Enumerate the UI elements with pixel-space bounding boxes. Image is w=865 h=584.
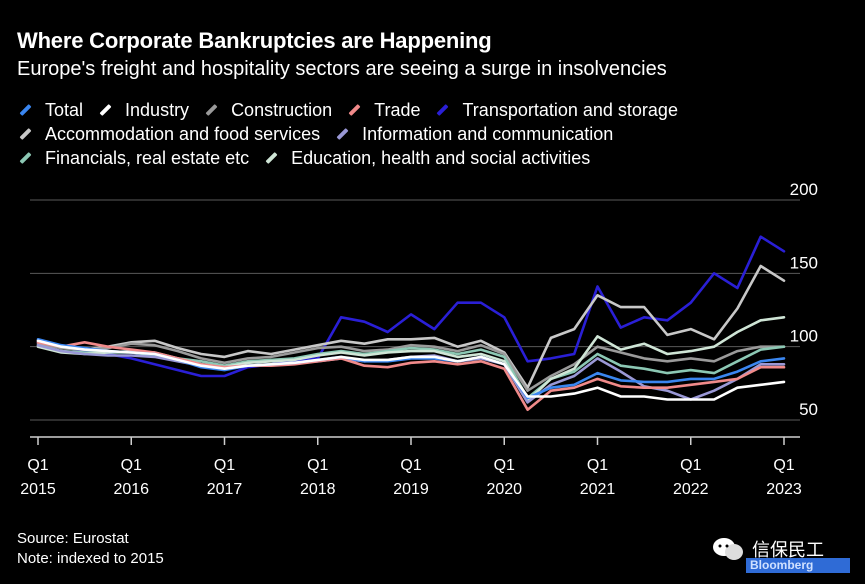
y-tick-label: 50	[799, 400, 818, 419]
legend-item: Financials, real estate etc	[17, 148, 249, 169]
chart-legend: Total Industry Construction Trade Transporta…	[17, 98, 857, 170]
legend-item: Information and communication	[334, 124, 613, 145]
legend-item: Accommodation and food services	[17, 124, 320, 145]
chat-bubble-icon	[713, 538, 743, 560]
legend-label: Education, health and social activities	[291, 147, 591, 168]
bloomberg-logo: Bloomberg	[746, 558, 850, 573]
legend-label: Accommodation and food services	[45, 123, 321, 144]
y-tick-label: 100	[790, 327, 818, 346]
legend-label: Construction	[231, 99, 333, 120]
series-line	[36, 339, 786, 401]
x-tick-label: Q1	[587, 457, 608, 474]
legend-item: Education, health and social activities	[263, 148, 590, 169]
series-line	[36, 340, 786, 412]
x-tick-label: 2015	[20, 481, 56, 498]
index-note: Note: indexed to 2015	[17, 550, 164, 567]
x-tick-label: 2021	[580, 481, 616, 498]
legend-label: Trade	[374, 99, 421, 120]
legend-label: Financials, real estate etc	[45, 147, 250, 168]
watermark-text: 信保民工	[752, 540, 824, 560]
x-tick-label: Q1	[121, 457, 142, 474]
watermark: 信保民工 Bloomberg	[712, 532, 852, 573]
source-note: Source: Eurostat	[17, 530, 129, 547]
series-line	[36, 235, 786, 378]
chart-subtitle: Europe's freight and hospitality sectors…	[17, 58, 667, 80]
x-tick-label: 2022	[673, 481, 709, 498]
legend-item: Construction	[203, 100, 332, 121]
legend-item: Industry	[97, 100, 189, 121]
x-tick-label: Q1	[307, 457, 328, 474]
legend-row: Accommodation and food services Informati…	[17, 122, 857, 146]
x-tick-label: 2020	[486, 481, 522, 498]
legend-item: Trade	[346, 100, 420, 121]
x-tick-label: 2019	[393, 481, 429, 498]
x-tick-label: Q1	[680, 457, 701, 474]
x-tick-label: 2023	[766, 481, 802, 498]
x-tick-label: 2016	[113, 481, 149, 498]
series-line	[36, 342, 786, 393]
legend-label: Total	[45, 99, 84, 120]
series-line	[36, 264, 786, 390]
x-tick-label: Q1	[214, 457, 235, 474]
x-tick-label: Q1	[27, 457, 48, 474]
x-tick-label: 2018	[300, 481, 336, 498]
legend-label: Industry	[125, 99, 190, 120]
legend-row: Financials, real estate etc Education, he…	[17, 146, 857, 170]
x-tick-label: Q1	[494, 457, 515, 474]
chart-title: Where Corporate Bankruptcies are Happeni…	[17, 28, 492, 53]
y-tick-label: 200	[790, 180, 818, 199]
x-tick-label: Q1	[773, 457, 794, 474]
legend-item: Transportation and storage	[434, 99, 678, 121]
legend-label: Transportation and storage	[462, 99, 678, 120]
legend-item: Total	[17, 100, 83, 121]
legend-label: Information and communication	[362, 123, 614, 144]
x-tick-label: Q1	[400, 457, 421, 474]
x-tick-label: 2017	[207, 481, 243, 498]
legend-row: Total Industry Construction Trade Transporta…	[17, 98, 857, 122]
y-tick-label: 150	[790, 253, 818, 272]
